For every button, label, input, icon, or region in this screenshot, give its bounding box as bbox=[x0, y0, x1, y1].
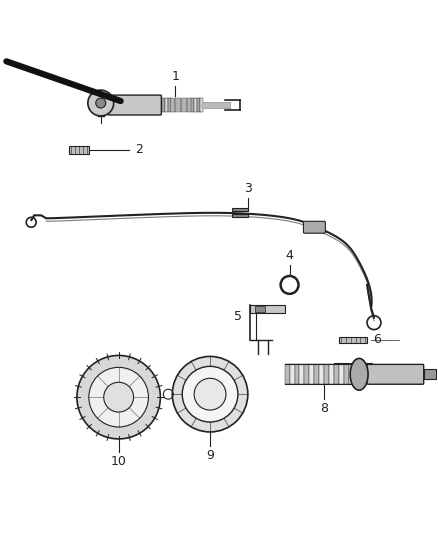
Bar bbox=[168, 98, 170, 112]
Bar bbox=[191, 98, 194, 112]
Text: 6: 6 bbox=[373, 333, 381, 346]
Bar bbox=[69, 146, 89, 154]
Text: 3: 3 bbox=[244, 182, 252, 196]
Bar bbox=[339, 365, 344, 384]
Bar bbox=[197, 98, 200, 112]
Bar bbox=[285, 365, 290, 384]
Bar bbox=[324, 365, 329, 384]
Bar bbox=[194, 98, 197, 112]
Bar bbox=[232, 214, 248, 217]
Bar bbox=[232, 208, 248, 212]
Bar bbox=[188, 98, 191, 112]
Bar bbox=[290, 365, 294, 384]
FancyBboxPatch shape bbox=[367, 365, 424, 384]
Bar bbox=[424, 369, 436, 379]
Bar bbox=[329, 365, 334, 384]
Circle shape bbox=[194, 378, 226, 410]
Text: 10: 10 bbox=[111, 455, 127, 468]
Text: 2: 2 bbox=[135, 143, 143, 156]
Bar bbox=[183, 98, 185, 112]
Bar bbox=[314, 365, 319, 384]
Ellipse shape bbox=[350, 358, 368, 390]
Bar bbox=[300, 365, 304, 384]
Bar bbox=[304, 365, 309, 384]
Text: 4: 4 bbox=[286, 249, 293, 262]
Circle shape bbox=[77, 356, 160, 439]
Bar bbox=[171, 98, 173, 112]
Bar bbox=[344, 365, 349, 384]
Bar bbox=[162, 98, 165, 112]
Circle shape bbox=[172, 357, 248, 432]
Text: 7: 7 bbox=[378, 363, 386, 376]
Bar bbox=[354, 365, 359, 384]
Circle shape bbox=[182, 366, 238, 422]
Text: 5: 5 bbox=[234, 310, 242, 322]
Bar bbox=[174, 98, 177, 112]
Bar bbox=[200, 98, 202, 112]
Text: 1: 1 bbox=[171, 70, 179, 83]
FancyBboxPatch shape bbox=[108, 95, 161, 115]
Bar bbox=[319, 365, 324, 384]
Text: 9: 9 bbox=[206, 449, 214, 462]
Bar bbox=[339, 336, 367, 343]
Bar bbox=[255, 306, 265, 312]
Bar bbox=[180, 98, 182, 112]
Bar bbox=[165, 98, 168, 112]
Circle shape bbox=[89, 367, 148, 427]
Text: 8: 8 bbox=[320, 402, 328, 415]
Bar bbox=[294, 365, 300, 384]
Bar bbox=[334, 365, 339, 384]
Bar bbox=[177, 98, 179, 112]
Bar bbox=[349, 365, 354, 384]
Bar bbox=[309, 365, 314, 384]
Bar bbox=[186, 98, 188, 112]
Circle shape bbox=[96, 98, 106, 108]
Circle shape bbox=[88, 90, 114, 116]
Bar bbox=[334, 364, 372, 372]
FancyBboxPatch shape bbox=[304, 221, 325, 233]
Circle shape bbox=[104, 382, 134, 412]
Bar bbox=[250, 305, 285, 313]
